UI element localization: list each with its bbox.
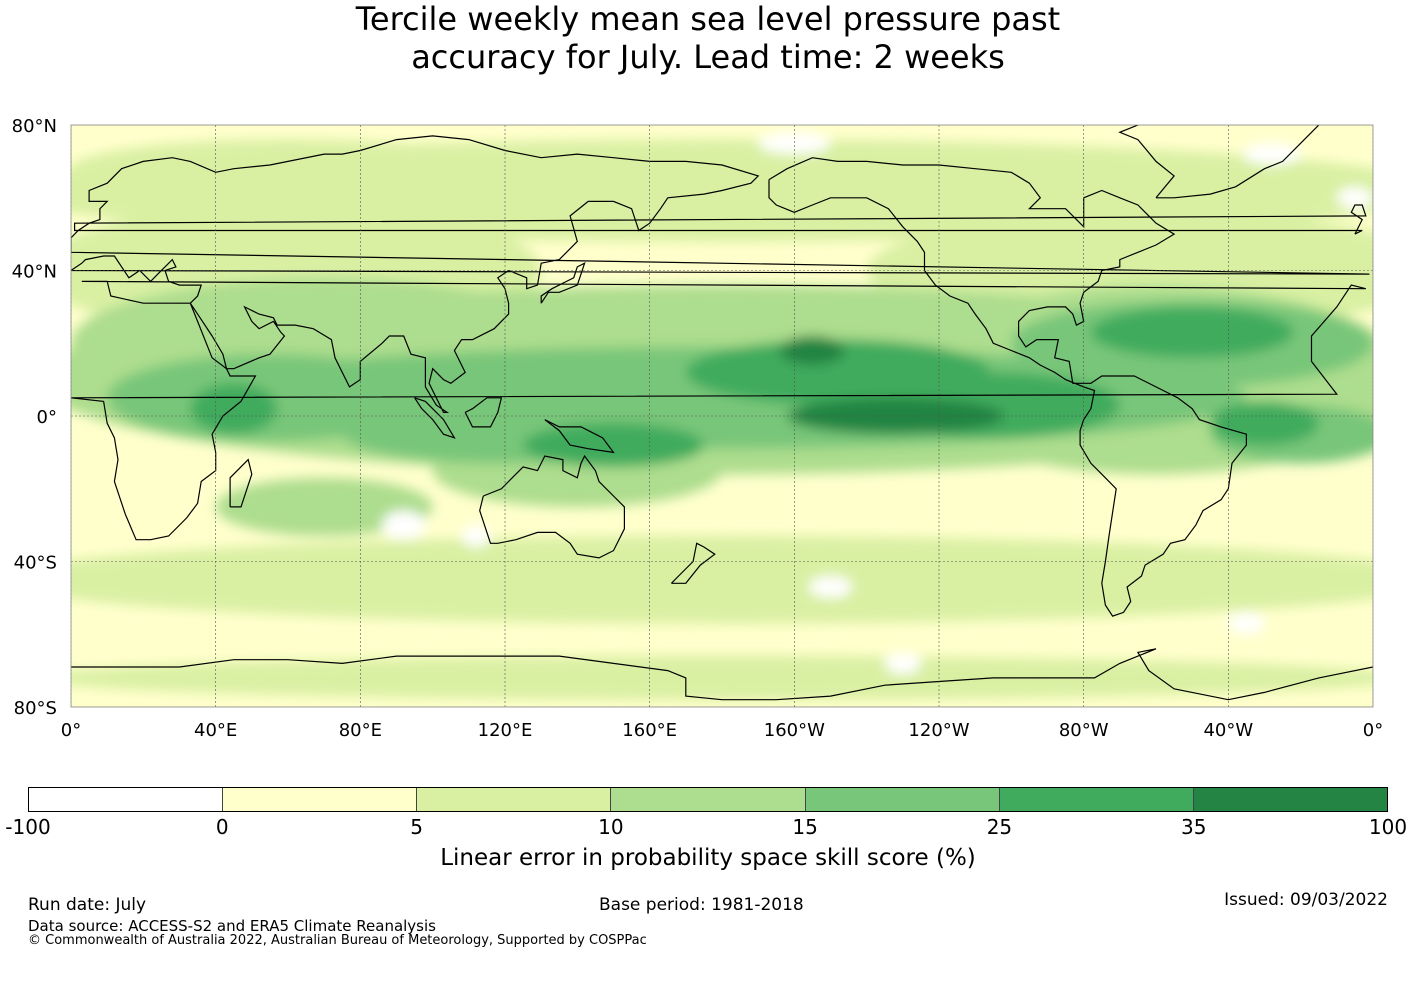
lon-label: 80°W <box>1059 720 1109 741</box>
coastline <box>544 419 615 454</box>
coastline <box>768 157 1247 617</box>
latitude-labels: 80°N 40°N 0° 40°S 80°S <box>12 116 57 719</box>
colorbar-segment <box>29 788 224 811</box>
lon-label: 120°W <box>908 720 969 741</box>
lon-label: 80°E <box>339 720 382 741</box>
skill-blob <box>71 656 1373 700</box>
coastline <box>71 280 1366 541</box>
lon-label: 160°W <box>764 720 825 741</box>
coastline <box>464 397 503 428</box>
skill-blob <box>523 423 704 467</box>
lon-label: 40°W <box>1203 720 1253 741</box>
colorbar-segment <box>1193 788 1387 811</box>
negative-skill-patch <box>461 525 491 547</box>
colorbar-segment <box>611 788 806 811</box>
colorbar-label: Linear error in probability space skill … <box>440 845 976 871</box>
negative-skill-patch <box>758 132 831 155</box>
coastline <box>1118 125 1320 199</box>
coastline <box>74 204 1367 235</box>
colorbar <box>28 787 1388 812</box>
graticule <box>71 125 1373 707</box>
lat-label: 0° <box>37 407 57 428</box>
lon-label: 120°E <box>478 720 533 741</box>
coastline <box>479 454 625 559</box>
copyright: © Commonwealth of Australia 2022, Austra… <box>28 933 647 948</box>
colorbar-tick-label: 10 <box>598 815 624 839</box>
skill-blob <box>71 139 505 198</box>
lon-label: 160°E <box>622 720 677 741</box>
lon-label: 40°E <box>194 720 237 741</box>
colorbar-tick-label: 25 <box>986 815 1013 839</box>
lon-label: 0° <box>61 720 81 741</box>
colorbar-tick-label: 15 <box>792 815 818 839</box>
colorbar-tick-label: -100 <box>5 815 51 839</box>
skill-score-map: 80°N 40°N 0° 40°S 80°S 0° 40°E 80°E 120°E 160°E 1… <box>12 116 1384 741</box>
lon-label: 0° <box>1363 720 1383 741</box>
map-frame <box>70 124 1374 708</box>
coastline <box>71 648 1373 701</box>
colorbar-tick-label: 5 <box>410 815 423 839</box>
coastline <box>414 397 456 439</box>
colorbar-tick-label: 100 <box>1368 815 1408 839</box>
negative-skill-patch <box>1242 143 1301 166</box>
coastline <box>71 135 1370 413</box>
skill-blob <box>1090 306 1294 358</box>
colorbar-tick-label: 35 <box>1180 815 1207 839</box>
data-source: Data source: ACCESS-S2 and ERA5 Climate … <box>28 917 436 935</box>
coastline <box>670 542 716 584</box>
skill-blob <box>779 335 845 366</box>
coastline <box>229 458 253 508</box>
negative-skill-patch <box>808 576 853 598</box>
lat-label: 40°N <box>12 262 57 283</box>
lat-label: 40°S <box>14 553 57 574</box>
lat-label: 80°S <box>14 698 57 719</box>
skill-blob <box>215 477 433 537</box>
longitude-labels: 0° 40°E 80°E 120°E 160°E 160°W 120°W 80°W 40°W 0° <box>61 720 1383 741</box>
skill-blob <box>190 383 278 435</box>
colorbar-segment <box>223 788 418 811</box>
skill-blob <box>71 536 1373 624</box>
map-plot-area <box>71 125 1373 707</box>
title-line-2: accuracy for July. Lead time: 2 weeks <box>411 38 1005 76</box>
negative-skill-patch <box>1228 612 1265 635</box>
colorbar-tick-label: 0 <box>215 815 229 839</box>
coastlines <box>71 125 1373 701</box>
title-line-1: Tercile weekly mean sea level pressure p… <box>355 0 1061 38</box>
issued-date: Issued: 09/03/2022 <box>1224 890 1388 910</box>
colorbar-segment <box>805 788 1000 811</box>
colorbar-segment <box>999 788 1194 811</box>
chart-title: Tercile weekly mean sea level pressure p… <box>0 0 1416 76</box>
coastline <box>540 262 586 304</box>
negative-skill-patch <box>1336 186 1373 209</box>
colorbar-segment <box>417 788 612 811</box>
lat-label: 80°N <box>12 116 57 137</box>
negative-skill-patch <box>382 510 426 540</box>
base-period: Base period: 1981-2018 <box>599 895 804 915</box>
run-date: Run date: July <box>28 895 147 915</box>
skill-blob <box>1210 401 1319 446</box>
negative-skill-patch <box>884 652 921 675</box>
